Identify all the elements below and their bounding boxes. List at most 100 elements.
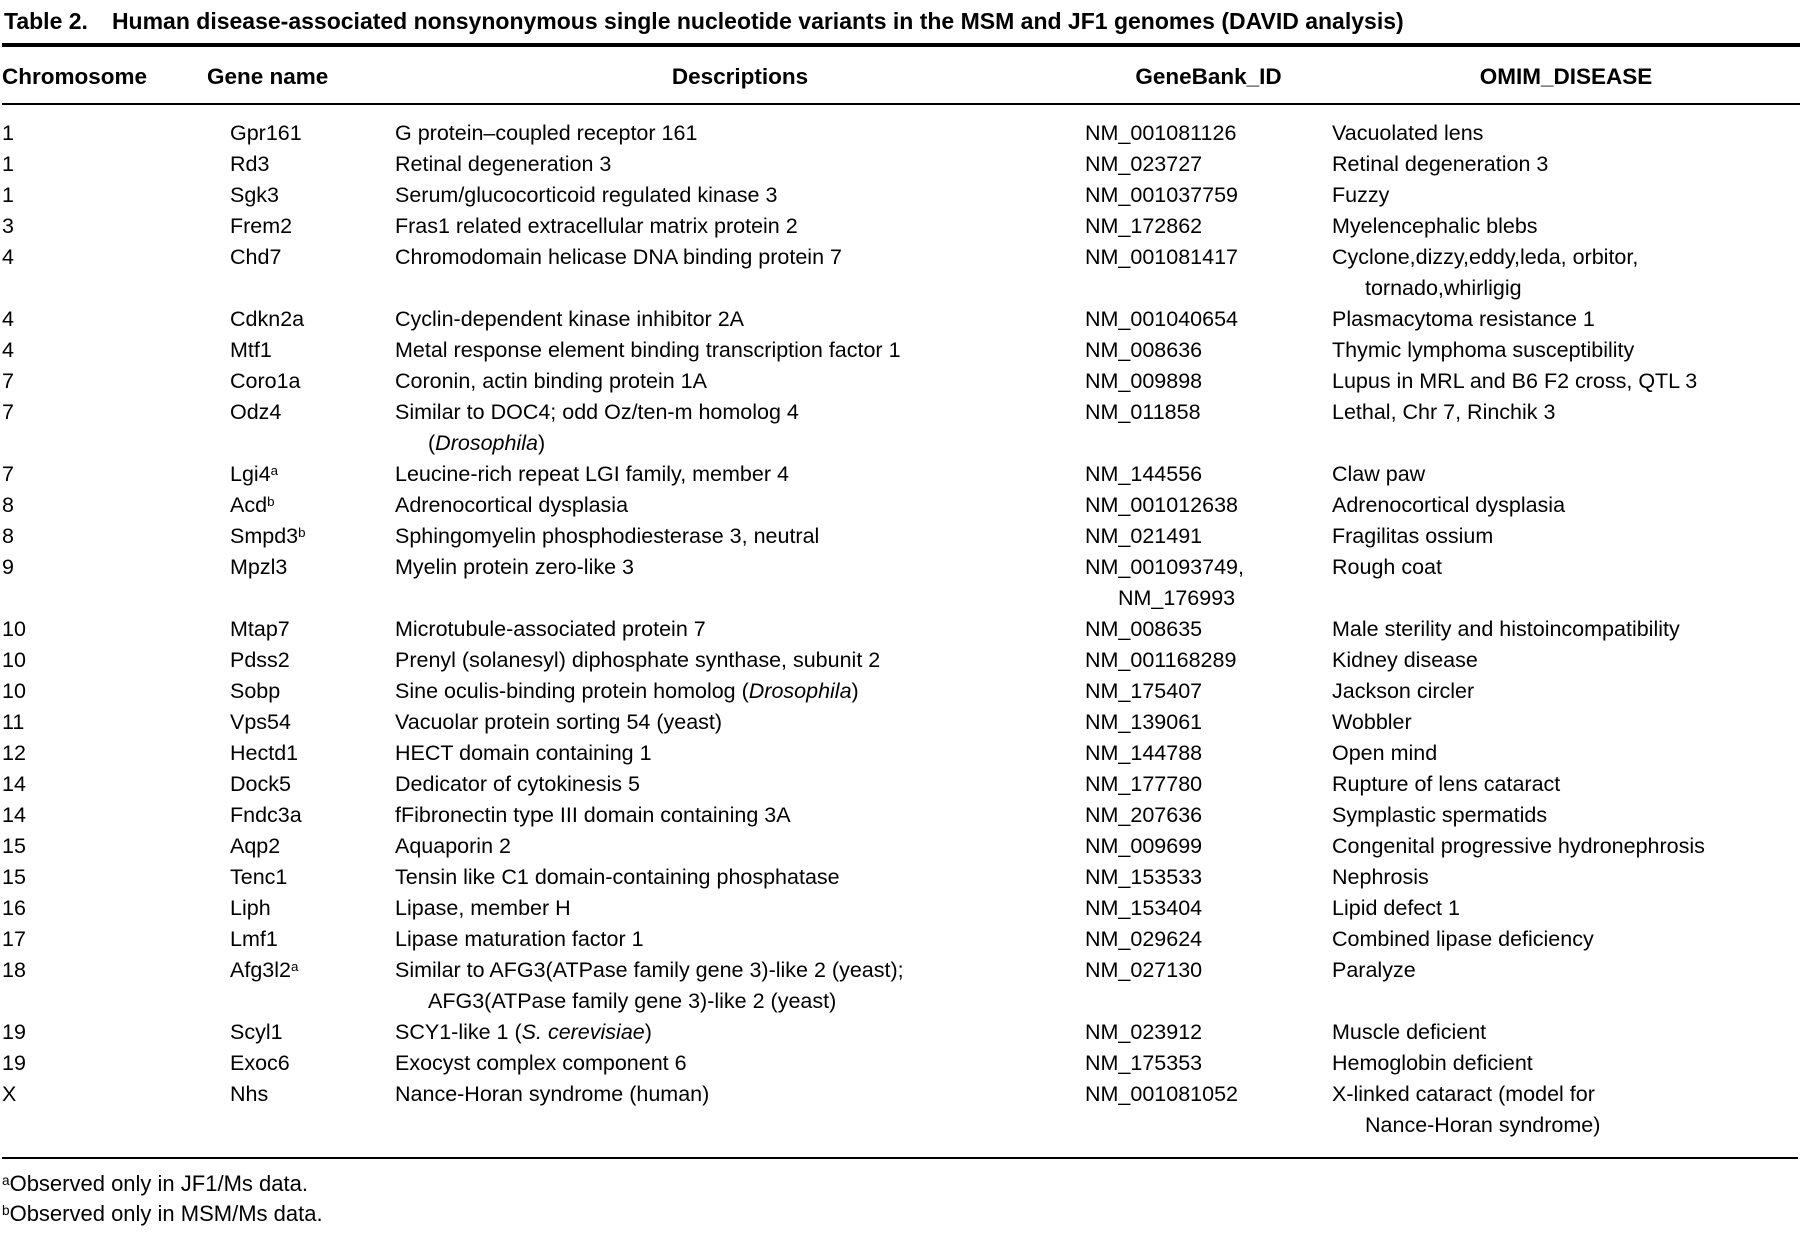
description-line: Nance-Horan syndrome (human) [395, 1082, 710, 1106]
table-row: 4 Chd7 Chromodomain helicase DNA binding… [2, 242, 1800, 304]
gene-name-value: Sobp [230, 679, 281, 703]
omim-disease-line: Jackson circler [1332, 679, 1475, 703]
cell-genebank-id: NM_207636 [1085, 800, 1332, 831]
cell-genebank-id: NM_139061 [1085, 707, 1332, 738]
cell-chromosome: 11 [2, 707, 207, 738]
cell-omim-disease: Lipid defect 1 [1332, 893, 1800, 924]
cell-gene-name: Pdss2 [207, 645, 395, 676]
table-row: 10 Sobp Sine oculis-binding protein homo… [2, 676, 1800, 707]
table-title-text: Human disease-associated nonsynonymous s… [111, 8, 1404, 34]
cell-omim-disease: Jackson circler [1332, 676, 1800, 707]
chromosome-value: 1 [2, 183, 14, 207]
cell-genebank-id: NM_001081052 [1085, 1079, 1332, 1141]
cell-description: Lipase, member H [395, 893, 1085, 924]
chromosome-value: 10 [2, 617, 26, 641]
chromosome-value: 1 [2, 121, 14, 145]
chromosome-value: 19 [2, 1020, 26, 1044]
chromosome-value: 7 [2, 400, 14, 424]
genebank-id-line: NM_139061 [1085, 710, 1203, 734]
footnote-a-text: Observed only in JF1/Ms data. [9, 1171, 308, 1196]
cell-genebank-id: NM_008636 [1085, 335, 1332, 366]
cell-description: Vacuolar protein sorting 54 (yeast) [395, 707, 1085, 738]
chromosome-value: 9 [2, 555, 14, 579]
cell-description: Myelin protein zero-like 3 [395, 552, 1085, 614]
genebank-id-line: NM_175353 [1085, 1051, 1203, 1075]
cell-gene-name: Aqp2 [207, 831, 395, 862]
description-line: Leucine-rich repeat LGI family, member 4 [395, 462, 789, 486]
description-line: Cyclin-dependent kinase inhibitor 2A [395, 307, 744, 331]
cell-omim-disease: Nephrosis [1332, 862, 1800, 893]
genebank-id-line: NM_207636 [1085, 803, 1203, 827]
cell-chromosome: 12 [2, 738, 207, 769]
omim-disease-line: Symplastic spermatids [1332, 803, 1548, 827]
cell-chromosome: 8 [2, 490, 207, 521]
cell-chromosome: 8 [2, 521, 207, 552]
description-line: Microtubule-associated protein 7 [395, 617, 706, 641]
cell-description: Retinal degeneration 3 [395, 149, 1085, 180]
cell-genebank-id: NM_001081126 [1085, 104, 1332, 149]
table-row: 9 Mpzl3 Myelin protein zero-like 3 NM_00… [2, 552, 1800, 614]
cell-genebank-id: NM_001081417 [1085, 242, 1332, 304]
footnote-a: aObserved only in JF1/Ms data. [2, 1169, 1798, 1199]
chromosome-value: 4 [2, 307, 14, 331]
gene-name-value: Fndc3a [230, 803, 302, 827]
gene-name-value: Chd7 [230, 245, 282, 269]
cell-chromosome: 7 [2, 397, 207, 459]
table-row: 15 Aqp2 Aquaporin 2 NM_009699 Congenital… [2, 831, 1800, 862]
gene-name-value: Sgk3 [230, 183, 280, 207]
cell-chromosome: 1 [2, 149, 207, 180]
cell-description: Sphingomyelin phosphodiesterase 3, neutr… [395, 521, 1085, 552]
cell-omim-disease: Lethal, Chr 7, Rinchik 3 [1332, 397, 1800, 459]
omim-disease-line: Kidney disease [1332, 648, 1478, 672]
chromosome-value: 16 [2, 896, 26, 920]
footnote-a-marker: a [2, 1172, 10, 1188]
gene-name-value: Aqp2 [230, 834, 281, 858]
table-row: 10 Mtap7 Microtubule-associated protein … [2, 614, 1800, 645]
cell-chromosome: 14 [2, 800, 207, 831]
cell-gene-name: Chd7 [207, 242, 395, 304]
gene-name-value: Hectd1 [230, 741, 299, 765]
description-line: Similar to DOC4; odd Oz/ten-m homolog 4 [395, 400, 799, 424]
table-row: 12 Hectd1 HECT domain containing 1 NM_14… [2, 738, 1800, 769]
gene-name-value: Lgi4a [230, 462, 279, 486]
cell-description: Similar to DOC4; odd Oz/ten-m homolog 4 (… [395, 397, 1085, 459]
gene-name-value: Coro1a [230, 369, 301, 393]
description-line: Fras1 related extracellular matrix prote… [395, 214, 798, 238]
cell-genebank-id: NM_001012638 [1085, 490, 1332, 521]
cell-description: G protein–coupled receptor 161 [395, 104, 1085, 149]
gene-name-value: Liph [230, 896, 271, 920]
cell-chromosome: 1 [2, 104, 207, 149]
table-title: Table 2. Human disease-associated nonsyno… [2, 5, 1800, 43]
cell-omim-disease: Myelencephalic blebs [1332, 211, 1800, 242]
cell-omim-disease: Open mind [1332, 738, 1800, 769]
cell-genebank-id: NM_008635 [1085, 614, 1332, 645]
cell-gene-name: Hectd1 [207, 738, 395, 769]
genebank-id-line: NM_021491 [1085, 524, 1203, 548]
description-line: Dedicator of cytokinesis 5 [395, 772, 640, 796]
genebank-id-line: NM_001012638 [1085, 493, 1239, 517]
genebank-id-line: NM_175407 [1085, 679, 1203, 703]
cell-genebank-id: NM_001168289 [1085, 645, 1332, 676]
gene-name-value: Scyl1 [230, 1020, 283, 1044]
footnotes: aObserved only in JF1/Ms data. bObserved… [2, 1157, 1798, 1229]
gene-name-value: Pdss2 [230, 648, 290, 672]
chromosome-value: 3 [2, 214, 14, 238]
cell-omim-disease: Muscle deficient [1332, 1017, 1800, 1048]
omim-disease-line: Retinal degeneration 3 [1332, 152, 1549, 176]
cell-chromosome: X [2, 1079, 207, 1141]
cell-description: Adrenocortical dysplasia [395, 490, 1085, 521]
description-line: SCY1-like 1 (S. cerevisiae) [395, 1020, 652, 1044]
cell-chromosome: 15 [2, 862, 207, 893]
cell-genebank-id: NM_021491 [1085, 521, 1332, 552]
cell-chromosome: 15 [2, 831, 207, 862]
cell-omim-disease: Male sterility and histoincompatibility [1332, 614, 1800, 645]
description-line: HECT domain containing 1 [395, 741, 652, 765]
cell-chromosome: 17 [2, 924, 207, 955]
cell-genebank-id: NM_001037759 [1085, 180, 1332, 211]
gene-name-value: Afg3l2a [230, 958, 299, 982]
omim-disease-line: Plasmacytoma resistance 1 [1332, 307, 1595, 331]
cell-genebank-id: NM_001040654 [1085, 304, 1332, 335]
gene-name-value: Lmf1 [230, 927, 278, 951]
description-line: Adrenocortical dysplasia [395, 493, 629, 517]
cell-gene-name: Frem2 [207, 211, 395, 242]
